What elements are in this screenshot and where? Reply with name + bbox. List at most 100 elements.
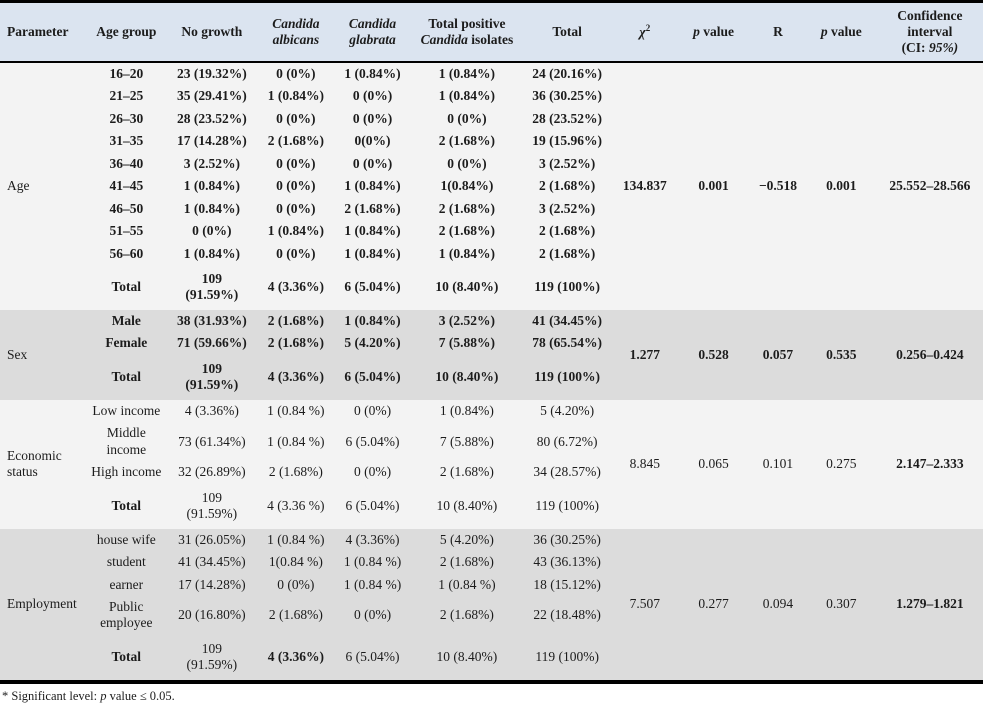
stat-ci-cell: 0.256–0.424 bbox=[896, 346, 964, 362]
table-row: earner 17 (14.28%) 0 (0%) 1 (0.84 %) 1 (0.84… bbox=[0, 574, 983, 596]
stat-pvalue2-cell: 0.307 bbox=[826, 596, 857, 612]
value-cell: 0 (0%) bbox=[276, 178, 316, 194]
value-cell: 19 (15.96%) bbox=[532, 133, 603, 149]
value-cell: 3 (2.52%) bbox=[539, 200, 596, 216]
row-label-cell: 41–45 bbox=[109, 178, 144, 194]
value-cell: 6 (5.04%) bbox=[345, 433, 400, 449]
row-label-cell: 36–40 bbox=[109, 155, 144, 171]
table-row: High income 32 (26.89%) 2 (1.68%) 0 (0%) 2 (… bbox=[0, 461, 983, 483]
value-cell: 36 (30.25%) bbox=[533, 531, 601, 547]
header-row: Parameter Age group No growth Candida alb… bbox=[0, 0, 983, 63]
value-cell: 6 (5.04%) bbox=[345, 649, 400, 665]
col-no-growth: No growth bbox=[165, 0, 259, 63]
table-header: Parameter Age group No growth Candida alb… bbox=[0, 0, 983, 63]
stat-chi2-cell: 1.277 bbox=[629, 346, 660, 362]
value-cell: 2 (1.68%) bbox=[438, 133, 496, 149]
value-cell: 5 (4.20%) bbox=[540, 402, 595, 418]
table-row: 41–45 1 (0.84%) 0 (0%) 1 (0.84%) 1(0.84%) 2 (… bbox=[0, 175, 983, 197]
value-cell: 1 (0.84%) bbox=[183, 245, 240, 261]
row-label-cell: house wife bbox=[96, 531, 156, 547]
row-label-cell: 56–60 bbox=[109, 245, 144, 261]
table-row: Economic status Low income 4 (3.36%) 1 (0.8… bbox=[0, 400, 983, 479]
value-cell: 1 (0.84%) bbox=[344, 245, 401, 261]
value-cell: 1 (0.84 %) bbox=[267, 531, 325, 547]
value-cell: 0 (0%) bbox=[192, 223, 232, 239]
value-cell: 28 (23.52%) bbox=[176, 110, 247, 126]
value-cell: 71 (59.66%) bbox=[176, 335, 247, 351]
value-cell: 4 (3.36%) bbox=[267, 369, 324, 385]
value-cell: 0 (0%) bbox=[352, 88, 393, 104]
value-cell: 31 (26.05%) bbox=[178, 531, 246, 547]
value-cell: 1 (0.84%) bbox=[344, 65, 401, 81]
statistics-table: Parameter Age group No growth Candida alb… bbox=[0, 0, 983, 682]
value-cell: 1 (0.84 %) bbox=[267, 433, 325, 449]
row-label-cell: High income bbox=[91, 464, 162, 480]
row-label-cell: 31–35 bbox=[109, 133, 144, 149]
col-candida-glabrata: Candida glabrata bbox=[333, 0, 412, 63]
value-cell: 4 (3.36%) bbox=[184, 402, 239, 418]
parameter-cell: Sex bbox=[7, 346, 28, 362]
row-label-cell: Total bbox=[111, 497, 142, 513]
value-cell: 0 (0%) bbox=[276, 110, 316, 126]
value-cell: 35 (29.41%) bbox=[176, 88, 247, 104]
col-age-group: Age group bbox=[87, 0, 166, 63]
value-cell: 1 (0.84 %) bbox=[343, 554, 402, 570]
col-p-value-1: p value bbox=[677, 0, 750, 63]
value-cell: 109 (91.59%) bbox=[186, 489, 238, 522]
value-cell: 1 (0.84 %) bbox=[267, 402, 325, 418]
value-cell: 5 (4.20%) bbox=[439, 531, 494, 547]
value-cell: 3 (2.52%) bbox=[438, 312, 496, 328]
value-cell: 43 (36.13%) bbox=[533, 554, 601, 570]
value-cell: 0 (0%) bbox=[353, 464, 392, 480]
stat-chi2-cell: 8.845 bbox=[629, 455, 660, 471]
section-employment: Employment house wife 31 (26.05%) 1 (0.84 %… bbox=[0, 528, 983, 682]
total-row: Total 109 (91.59%) 4 (3.36%) 6 (5.04%) 10 (8… bbox=[0, 265, 983, 310]
col-r: R bbox=[749, 0, 806, 63]
stat-pvalue2-cell: 0.275 bbox=[826, 455, 857, 471]
row-label-cell: 26–30 bbox=[109, 110, 144, 126]
row-label-cell: Middle income bbox=[106, 425, 147, 457]
stat-ci-cell: 25.552–28.566 bbox=[889, 178, 971, 194]
value-cell: 3 (2.52%) bbox=[183, 155, 240, 171]
table-row: Middle income 73 (61.34%) 1 (0.84 %) 6 (5.0… bbox=[0, 422, 983, 461]
value-cell: 6 (5.04%) bbox=[345, 497, 400, 513]
value-cell: 80 (6.72%) bbox=[536, 433, 598, 449]
value-cell: 0 (0%) bbox=[276, 155, 316, 171]
value-cell: 1 (0.84%) bbox=[438, 65, 496, 81]
value-cell: 23 (19.32%) bbox=[176, 65, 247, 81]
value-cell: 1 (0.84%) bbox=[267, 88, 324, 104]
value-cell: 73 (61.34%) bbox=[178, 433, 246, 449]
row-label-cell: earner bbox=[109, 576, 144, 592]
value-cell: 119 (100%) bbox=[534, 369, 600, 385]
row-label-cell: 21–25 bbox=[109, 88, 144, 104]
footnote: * Significant level: p value ≤ 0.05. bbox=[0, 684, 983, 704]
row-label-cell: Total bbox=[111, 369, 142, 385]
row-label-cell: 51–55 bbox=[109, 223, 144, 239]
value-cell: 109 (91.59%) bbox=[185, 360, 239, 393]
value-cell: 1 (0.84%) bbox=[183, 200, 240, 216]
parameter-cell: Economic status bbox=[7, 447, 62, 480]
value-cell: 2 (1.68%) bbox=[438, 223, 496, 239]
value-cell: 5 (4.20%) bbox=[344, 335, 401, 351]
value-cell: 1 (0.84%) bbox=[344, 223, 401, 239]
stat-chi2-cell: 7.507 bbox=[629, 596, 660, 612]
stat-r-cell: 0.057 bbox=[762, 346, 794, 362]
value-cell: 2 (1.68%) bbox=[267, 133, 324, 149]
total-row: Total 109 (91.59%) 4 (3.36%) 6 (5.04%) 10 (8… bbox=[0, 355, 983, 400]
value-cell: 2 (1.68%) bbox=[267, 312, 324, 328]
col-total: Total bbox=[521, 0, 613, 63]
table-row: Female 71 (59.66%) 2 (1.68%) 5 (4.20%) 7 (5.… bbox=[0, 332, 983, 354]
value-cell: 2 (1.68%) bbox=[439, 554, 494, 570]
value-cell: 109 (91.59%) bbox=[186, 640, 238, 673]
col-confidence-interval: Confidence interval (CI: 95%) bbox=[876, 0, 983, 63]
row-label-cell: Low income bbox=[92, 402, 161, 418]
value-cell: 0 (0%) bbox=[353, 607, 392, 623]
value-cell: 1 (0.84%) bbox=[439, 402, 494, 418]
table-row: 51–55 0 (0%) 1 (0.84%) 1 (0.84%) 2 (1.68%) 2 … bbox=[0, 220, 983, 242]
value-cell: 1 (0.84%) bbox=[438, 245, 496, 261]
col-chi-square: χ2 bbox=[612, 0, 678, 63]
value-cell: 78 (65.54%) bbox=[532, 335, 603, 351]
value-cell: 2 (1.68%) bbox=[438, 200, 496, 216]
parameter-cell: Age bbox=[7, 178, 30, 194]
stat-ci-cell: 1.279–1.821 bbox=[896, 596, 964, 612]
